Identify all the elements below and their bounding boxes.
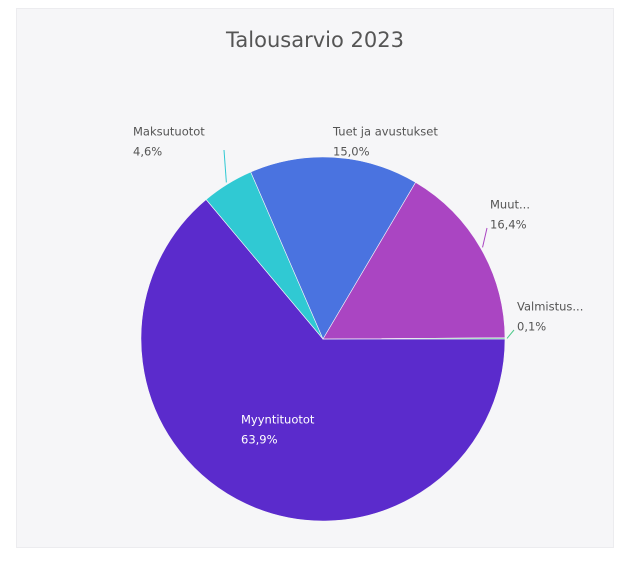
pie-slice: [250, 156, 417, 340]
slice-label: Muut...: [490, 198, 530, 212]
slice-value-label: 0,1%: [517, 320, 546, 334]
slice-label: Maksutuotot: [133, 125, 205, 139]
leader-line: [506, 329, 515, 339]
slice-label: Valmistus...: [517, 300, 583, 314]
slice-value-label: 63,9%: [241, 433, 278, 447]
slice-value-label: 4,6%: [133, 145, 162, 159]
slice-label: Tuet ja avustukset: [332, 125, 438, 139]
pie-slice: [140, 199, 506, 522]
slice-value-label: 15,0%: [333, 145, 370, 159]
slice-label: Myyntituotot: [241, 413, 315, 427]
pie-slice: [322, 337, 506, 340]
leader-line: [482, 227, 488, 248]
chart-title: Talousarvio 2023: [226, 28, 404, 52]
pie-slice: [322, 181, 506, 340]
leader-line: [223, 149, 227, 183]
slice-value-label: 16,4%: [490, 218, 527, 232]
